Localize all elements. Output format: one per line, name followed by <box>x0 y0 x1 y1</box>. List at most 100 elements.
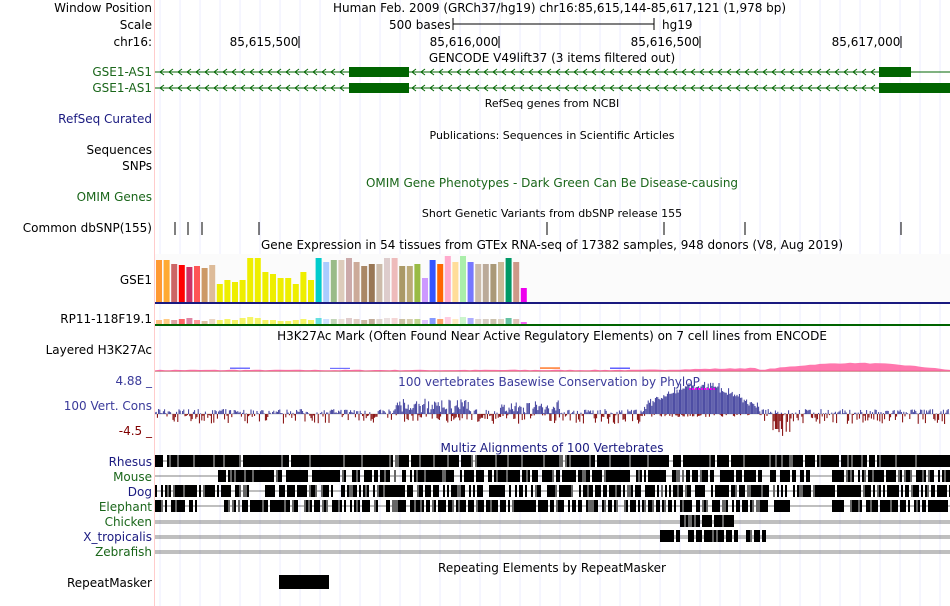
multiz-alignment-block <box>881 455 883 467</box>
multiz-alignment-block <box>267 485 269 497</box>
multiz-alignment-block <box>459 485 461 497</box>
multiz-alignment-block <box>579 485 581 497</box>
multiz-alignment-block <box>314 500 316 512</box>
multiz-alignment-block <box>266 500 268 512</box>
dbsnp-label[interactable]: Common dbSNP(155) <box>22 221 152 235</box>
multiz-alignment-block <box>877 485 879 497</box>
multiz-alignment-block <box>169 455 171 467</box>
multiz-species-rhesus[interactable]: Rhesus <box>108 455 152 469</box>
gtex-track-title[interactable]: Gene Expression in 54 tissues from GTEx … <box>260 238 844 252</box>
multiz-alignment-block <box>801 455 803 467</box>
multiz-alignment-block <box>273 455 275 467</box>
multiz-alignment-block <box>857 455 859 467</box>
strand-arrow <box>168 84 174 92</box>
gtex-gene-label-gse1[interactable]: GSE1 <box>119 273 152 287</box>
multiz-alignment-block <box>542 500 544 512</box>
multiz-alignment-block <box>771 455 773 467</box>
multiz-alignment-block <box>788 470 790 482</box>
multiz-alignment-block <box>876 500 878 512</box>
multiz-alignment-block <box>274 500 276 512</box>
multiz-species-chicken[interactable]: Chicken <box>104 515 152 529</box>
multiz-species-dog[interactable]: Dog <box>127 485 152 499</box>
multiz-track-title[interactable]: Multiz Alignments of 100 Vertebrates <box>440 441 664 455</box>
gencode-track-title[interactable]: GENCODE V49lift37 (3 items filtered out) <box>428 51 676 65</box>
multiz-alignment-block <box>749 455 751 467</box>
multiz-alignment-block <box>894 500 896 512</box>
strand-arrow <box>294 84 300 92</box>
repeatmasker-label[interactable]: RepeatMasker <box>66 576 152 590</box>
gtex-bar-rp11 <box>482 319 489 324</box>
strand-arrow <box>852 68 858 76</box>
multiz-alignment-block <box>701 485 703 497</box>
multiz-alignment-block <box>603 455 605 467</box>
multiz-alignment-block <box>883 485 885 497</box>
multiz-alignment-block <box>546 500 548 512</box>
multiz-alignment-block <box>651 485 653 497</box>
h3k27ac-label[interactable]: Layered H3K27Ac <box>45 343 152 357</box>
multiz-alignment-block <box>301 485 303 497</box>
multiz-alignment-block <box>697 455 699 467</box>
multiz-alignment-block <box>203 455 205 467</box>
refseq-curated-label[interactable]: RefSeq Curated <box>58 112 152 126</box>
publications-track-title[interactable]: Publications: Sequences in Scientific Ar… <box>429 129 675 142</box>
multiz-alignment-block <box>850 470 852 482</box>
multiz-alignment-block <box>542 470 544 482</box>
dbsnp-track-title[interactable]: Short Genetic Variants from dbSNP releas… <box>421 207 683 220</box>
multiz-alignment-block <box>890 500 892 512</box>
gtex-bar-gse1 <box>338 260 345 302</box>
publications-snps-label[interactable]: SNPs <box>122 159 152 173</box>
multiz-alignment-block <box>544 470 546 482</box>
multiz-alignment-block <box>594 500 596 512</box>
strand-arrow <box>501 84 507 92</box>
gencode-item-label-1[interactable]: GSE1-AS1 <box>92 65 152 79</box>
omim-genes-label[interactable]: OMIM Genes <box>76 190 152 204</box>
multiz-alignment-block <box>819 455 821 467</box>
multiz-alignment-block <box>907 485 909 497</box>
multiz-alignment-block <box>421 485 423 497</box>
multiz-alignment-block <box>680 515 682 527</box>
multiz-alignment-block <box>307 455 309 467</box>
gtex-gene-label-rp11[interactable]: RP11-118F19.1 <box>60 312 152 326</box>
multiz-alignment-block <box>587 485 589 497</box>
multiz-alignment-block <box>789 455 791 467</box>
multiz-alignment-block <box>371 455 373 467</box>
h3k27ac-track-title[interactable]: H3K27Ac Mark (Often Found Near Active Re… <box>277 329 827 343</box>
multiz-alignment-block <box>661 485 663 497</box>
multiz-alignment-block <box>564 470 566 482</box>
multiz-alignment-block <box>407 485 409 497</box>
gtex-bar-gse1 <box>414 264 421 302</box>
gtex-bar-gse1 <box>186 267 193 302</box>
multiz-alignment-block <box>718 500 720 512</box>
multiz-species-mouse[interactable]: Mouse <box>113 470 152 484</box>
multiz-alignment-block <box>694 515 696 527</box>
phylop-track-title[interactable]: 100 vertebrates Basewise Conservation by… <box>398 375 700 389</box>
multiz-alignment-block <box>741 485 743 497</box>
multiz-alignment-block <box>323 485 325 497</box>
omim-track-title[interactable]: OMIM Gene Phenotypes - Dark Green Can Be… <box>365 176 739 190</box>
multiz-alignment-block <box>351 485 353 497</box>
multiz-alignment-block <box>882 500 884 512</box>
repeatmasker-track-title[interactable]: Repeating Elements by RepeatMasker <box>438 561 666 575</box>
multiz-species-x-tropicalis[interactable]: X_tropicalis <box>83 530 152 544</box>
multiz-alignment-block <box>437 455 439 467</box>
gtex-bar-rp11 <box>232 320 238 324</box>
multiz-species-elephant[interactable]: Elephant <box>98 500 152 514</box>
multiz-alignment-block <box>656 470 658 482</box>
multiz-species-zebrafish[interactable]: Zebrafish <box>95 545 152 559</box>
multiz-alignment-block <box>497 455 499 467</box>
refseq-track-title[interactable]: RefSeq genes from NCBI <box>484 97 620 110</box>
publications-sequences-label[interactable]: Sequences <box>86 143 152 157</box>
multiz-alignment-block <box>159 500 161 512</box>
multiz-alignment-block <box>715 485 717 497</box>
multiz-alignment-block <box>539 485 541 497</box>
multiz-alignment-block <box>698 530 700 542</box>
multiz-alignment-block <box>795 455 797 467</box>
phylop-track-label[interactable]: 100 Vert. Cons <box>63 399 152 413</box>
multiz-alignment-block <box>515 455 517 467</box>
multiz-alignment-block <box>821 485 823 497</box>
multiz-alignment-block <box>295 455 297 467</box>
gencode-item-label-2[interactable]: GSE1-AS1 <box>92 81 152 95</box>
multiz-alignment-block <box>861 455 863 467</box>
